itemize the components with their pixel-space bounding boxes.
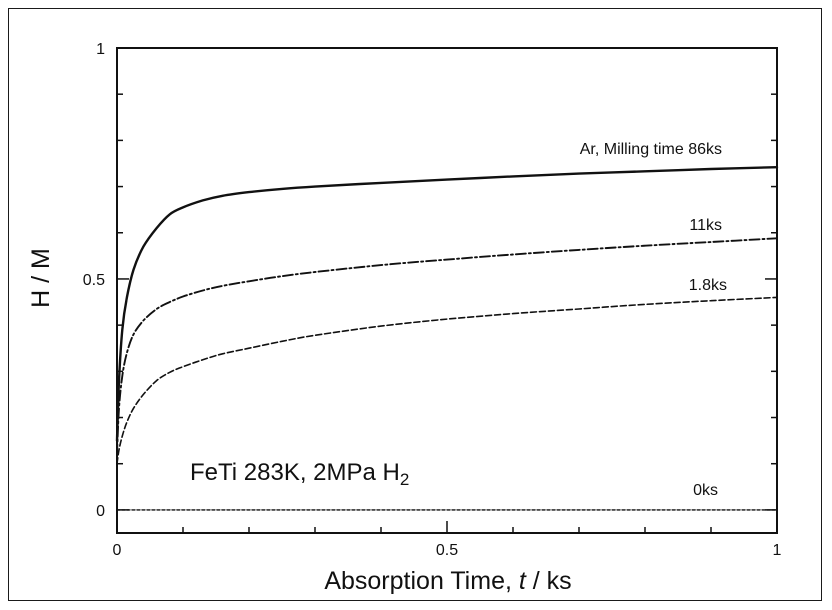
series-layer: Ar, Milling time 86ks 11ks 1.8ks 0ks	[115, 141, 779, 511]
series-line-1	[116, 237, 778, 456]
plot-axes: 0 0.5 1 0 0.5 1	[83, 41, 782, 559]
figure-frame	[8, 8, 822, 601]
y-axis-title: H / M	[27, 248, 55, 308]
series-line-0	[115, 166, 779, 442]
series-label-0: Ar, Milling time 86ks	[580, 141, 722, 158]
x-tick-label: 0.5	[436, 542, 458, 559]
labels-layer: Absorption Time, t / ks H / M FeTi 283K,…	[27, 248, 572, 595]
y-tick-label: 1	[96, 41, 105, 58]
series-line-2	[116, 296, 778, 465]
y-tick-label: 0	[96, 503, 105, 520]
x-tick-label: 0	[113, 542, 122, 559]
series-label-3: 0ks	[693, 482, 718, 499]
x-axis-title: Absorption Time, t / ks	[324, 567, 571, 595]
series-label-2: 1.8ks	[689, 277, 727, 294]
x-tick-label: 1	[773, 542, 782, 559]
y-tick-label: 0.5	[83, 272, 105, 289]
series-label-1: 11ks	[689, 217, 722, 234]
condition-annotation: FeTi 283K, 2MPa H2	[190, 459, 409, 489]
